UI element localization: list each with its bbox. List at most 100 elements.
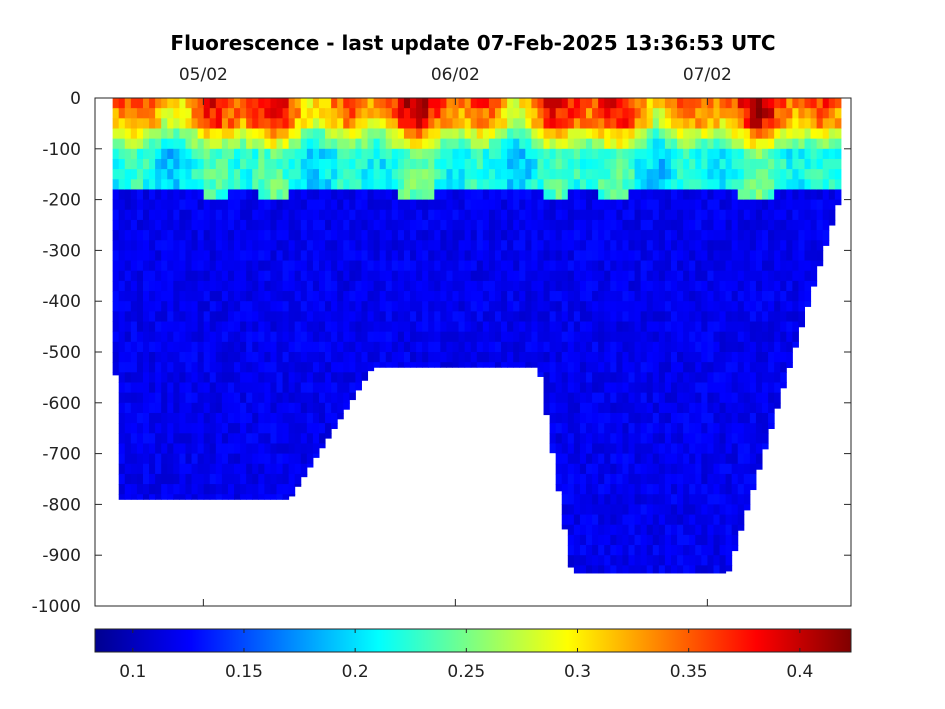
- heatmap-cell: [749, 128, 757, 140]
- heatmap-cell: [652, 504, 660, 516]
- heatmap-cell: [573, 412, 581, 424]
- heatmap-cell: [173, 148, 180, 160]
- heatmap-cell: [579, 219, 587, 231]
- heatmap-cell: [240, 433, 247, 444]
- heatmap-cell: [221, 148, 229, 160]
- heatmap-cell: [592, 179, 599, 190]
- heatmap-cell: [664, 433, 672, 444]
- heatmap-cell: [252, 352, 259, 363]
- heatmap-cell: [410, 209, 417, 221]
- heatmap-cell: [670, 98, 678, 109]
- heatmap-cell: [579, 382, 587, 394]
- heatmap-cell: [555, 331, 563, 343]
- heatmap-cell: [731, 98, 739, 109]
- heatmap-cell: [561, 372, 569, 383]
- heatmap-cell: [385, 301, 393, 312]
- heatmap-cell: [240, 494, 247, 500]
- heatmap-cell: [816, 179, 824, 190]
- heatmap-cell: [458, 209, 466, 221]
- heatmap-cell: [355, 301, 362, 312]
- heatmap-cell: [652, 138, 660, 150]
- heatmap-cell: [312, 179, 320, 190]
- heatmap-cell: [458, 341, 466, 353]
- heatmap-cell: [731, 189, 739, 201]
- heatmap-cell: [391, 311, 399, 323]
- heatmap-cell: [112, 321, 120, 333]
- heatmap-cell: [343, 270, 350, 282]
- heatmap-cell: [628, 341, 636, 353]
- heatmap-cell: [494, 108, 502, 119]
- heatmap-cell: [361, 291, 369, 302]
- heatmap-cell: [191, 331, 199, 343]
- heatmap-cell: [361, 169, 369, 180]
- heatmap-cell: [695, 158, 702, 170]
- heatmap-cell: [573, 555, 581, 566]
- heatmap-cell: [762, 240, 769, 251]
- heatmap-cell: [349, 189, 356, 201]
- heatmap-cell: [331, 230, 338, 241]
- heatmap-cell: [470, 219, 478, 231]
- heatmap-cell: [598, 453, 605, 465]
- heatmap-cell: [215, 331, 223, 343]
- heatmap-cell: [252, 392, 259, 404]
- heatmap-cell: [573, 392, 581, 404]
- heatmap-cell: [561, 158, 569, 170]
- heatmap-cell: [604, 331, 611, 343]
- heatmap-cell: [397, 352, 405, 363]
- heatmap-cell: [312, 423, 320, 434]
- heatmap-cell: [543, 341, 551, 353]
- heatmap-cell: [567, 158, 575, 170]
- heatmap-cell: [185, 148, 193, 160]
- heatmap-cell: [525, 148, 532, 160]
- heatmap-cell: [774, 219, 781, 231]
- heatmap-cell: [683, 524, 690, 536]
- heatmap-cell: [482, 362, 490, 368]
- heatmap-cell: [537, 352, 545, 363]
- heatmap-cell: [598, 169, 605, 180]
- heatmap-cell: [494, 280, 502, 292]
- heatmap-cell: [234, 392, 241, 404]
- heatmap-cell: [816, 250, 824, 262]
- heatmap-cell: [579, 565, 587, 574]
- heatmap-cell: [683, 128, 690, 140]
- heatmap-cell: [209, 443, 217, 455]
- heatmap-cell: [640, 209, 648, 221]
- heatmap-cell: [640, 362, 648, 373]
- heatmap-cell: [683, 118, 690, 129]
- heatmap-cell: [349, 240, 356, 251]
- heatmap-cell: [246, 352, 253, 363]
- heatmap-cell: [318, 301, 326, 312]
- heatmap-cell: [737, 372, 745, 383]
- heatmap-cell: [142, 311, 150, 323]
- heatmap-cell: [792, 219, 799, 231]
- heatmap-cell: [652, 382, 660, 394]
- heatmap-cell: [780, 280, 787, 292]
- heatmap-cell: [240, 98, 247, 109]
- heatmap-cell: [683, 402, 690, 414]
- heatmap-cell: [701, 291, 708, 302]
- heatmap-cell: [149, 280, 156, 292]
- heatmap-cell: [762, 219, 769, 231]
- heatmap-cell: [221, 463, 229, 475]
- heatmap-cell: [276, 230, 284, 241]
- heatmap-cell: [130, 199, 138, 211]
- heatmap-cell: [276, 412, 284, 424]
- heatmap-cell: [325, 311, 332, 323]
- heatmap-cell: [331, 341, 338, 353]
- heatmap-cell: [658, 463, 666, 475]
- heatmap-cell: [428, 219, 435, 231]
- heatmap-cell: [288, 463, 296, 475]
- heatmap-cell: [203, 138, 211, 150]
- heatmap-cell: [203, 98, 211, 109]
- heatmap-cell: [476, 148, 484, 160]
- heatmap-cell: [501, 158, 508, 170]
- heatmap-cell: [519, 138, 526, 150]
- heatmap-cell: [112, 301, 120, 312]
- heatmap-cell: [391, 158, 399, 170]
- heatmap-cell: [240, 179, 247, 190]
- heatmap-cell: [762, 301, 769, 312]
- heatmap-cell: [683, 423, 690, 434]
- heatmap-cell: [355, 98, 362, 109]
- heatmap-cell: [294, 138, 302, 150]
- heatmap-cell: [276, 179, 284, 190]
